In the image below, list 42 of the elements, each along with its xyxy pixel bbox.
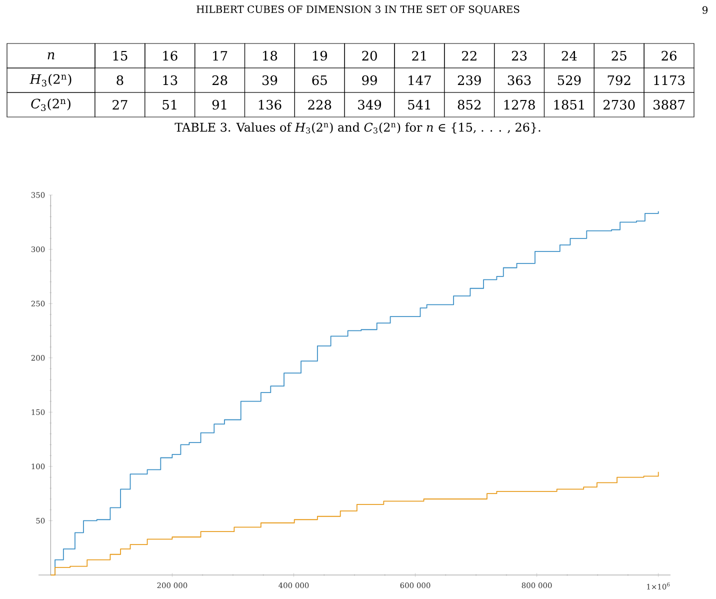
data-label: 39 bbox=[262, 75, 278, 86]
data-label: 147 bbox=[408, 75, 431, 86]
x-axis-title: n bbox=[48, 52, 54, 60]
text: 9 bbox=[702, 6, 708, 14]
x-tick-label: 15 bbox=[113, 50, 128, 61]
data-label: 27 bbox=[112, 100, 128, 110]
data-label: 28 bbox=[212, 75, 228, 86]
data-label: 852 bbox=[458, 100, 480, 110]
x-tick-label: 23 bbox=[512, 50, 527, 61]
data-label: 3887 bbox=[654, 100, 685, 110]
x-tick-label: 16 bbox=[163, 50, 178, 61]
data-label: 91 bbox=[212, 100, 226, 110]
data-label: 51 bbox=[162, 100, 176, 110]
data-label: 65 bbox=[312, 75, 327, 86]
data-label: 792 bbox=[608, 75, 630, 86]
x-tick-label: 17 bbox=[213, 50, 228, 61]
data-label: 99 bbox=[362, 75, 377, 86]
y-tick-label: H$_{3}$(2$^{n}$) bbox=[30, 74, 72, 87]
data-label: 541 bbox=[408, 100, 430, 110]
data-label: 13 bbox=[163, 75, 178, 86]
data-label: 136 bbox=[258, 100, 282, 110]
x-tick-label: 25 bbox=[612, 50, 626, 61]
x-tick-label: 19 bbox=[312, 50, 328, 61]
data-label: 1851 bbox=[554, 100, 584, 110]
data-label: 1173 bbox=[654, 75, 685, 86]
x-tick-label: 21 bbox=[412, 50, 426, 61]
x-tick-label: 24 bbox=[562, 50, 577, 61]
data-label: 228 bbox=[308, 100, 332, 110]
x-tick-label: 20 bbox=[362, 50, 377, 61]
data-label: 239 bbox=[458, 75, 481, 86]
x-tick-label: 26 bbox=[662, 50, 676, 61]
y-tick-label: C$_{3}$(2$^{n}$) bbox=[31, 98, 70, 112]
text: TABLE 3. Values of H$_{3}$(2$^{n}$) and C$_{3}$(2$^{n}$) for n ∈ {15, . . . , 26}. bbox=[174, 122, 540, 134]
data-label: 349 bbox=[358, 100, 382, 110]
x-tick-label: 22 bbox=[462, 50, 476, 61]
data-label: 529 bbox=[558, 75, 581, 86]
x-tick-label: 18 bbox=[263, 50, 278, 61]
data-label: 1278 bbox=[504, 100, 535, 110]
data-label: 2730 bbox=[604, 100, 635, 110]
chart-title: HILBERT CUBES OF DIMENSION 3 IN THE SET OF SQUARES bbox=[196, 5, 520, 14]
data-label: 8 bbox=[116, 75, 124, 86]
data-label: 363 bbox=[508, 75, 531, 86]
